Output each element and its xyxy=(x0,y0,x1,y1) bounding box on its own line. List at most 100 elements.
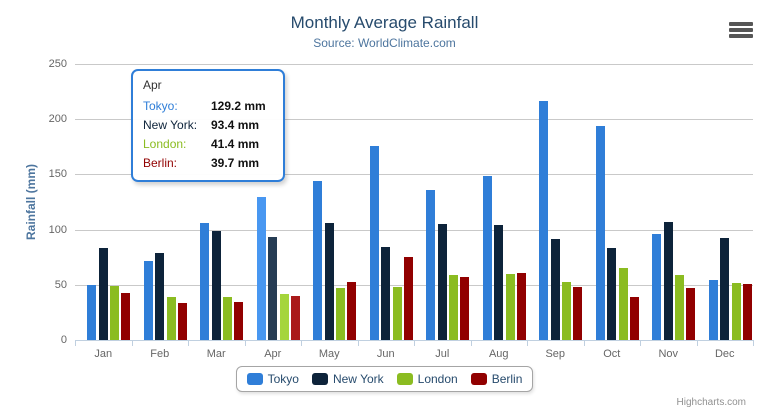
bar-berlin-oct[interactable] xyxy=(629,296,639,340)
bar-new-york-jun[interactable] xyxy=(381,246,391,340)
x-axis-tick xyxy=(640,341,641,346)
x-axis-category-label: Dec xyxy=(714,348,735,360)
bar-berlin-sep[interactable] xyxy=(573,287,583,340)
legend-swatch-new-york xyxy=(311,373,328,385)
legend-label: New York xyxy=(332,372,384,386)
y-axis-tick-label: 250 xyxy=(48,58,67,70)
bar-berlin-aug[interactable] xyxy=(516,273,526,340)
bar-new-york-dec[interactable] xyxy=(720,238,730,340)
bar-new-york-jul[interactable] xyxy=(437,224,447,340)
x-axis-category-label: Aug xyxy=(488,348,509,360)
x-axis-tick xyxy=(75,341,76,346)
chart-subtitle: Source: WorldClimate.com xyxy=(313,36,456,50)
hamburger-icon xyxy=(729,28,753,32)
bar-tokyo-apr[interactable] xyxy=(256,197,266,340)
chart-title: Monthly Average Rainfall xyxy=(290,13,479,32)
bar-london-jun[interactable] xyxy=(392,286,402,340)
legend-item-new-york[interactable]: New York xyxy=(311,372,384,386)
bar-london-dec[interactable] xyxy=(731,283,741,340)
bar-new-york-jan[interactable] xyxy=(98,247,108,340)
bar-berlin-mar[interactable] xyxy=(234,301,244,340)
bar-berlin-jan[interactable] xyxy=(121,293,131,340)
x-axis-tick xyxy=(357,341,359,346)
bar-london-jul[interactable] xyxy=(449,274,459,340)
bar-tokyo-jun[interactable] xyxy=(369,145,379,340)
bar-berlin-apr[interactable] xyxy=(290,296,300,340)
export-menu-button[interactable] xyxy=(729,22,753,40)
bar-berlin-dec[interactable] xyxy=(742,283,752,340)
hamburger-icon xyxy=(729,34,753,38)
bar-berlin-feb[interactable] xyxy=(177,303,187,340)
bar-london-nov[interactable] xyxy=(675,274,685,340)
bar-london-sep[interactable] xyxy=(562,282,572,340)
tooltip-series-value: 39.7 mm xyxy=(211,156,260,170)
x-axis-tick xyxy=(414,341,415,346)
tooltip-row: London: 41.4 mm xyxy=(143,135,273,154)
bar-new-york-aug[interactable] xyxy=(494,224,504,340)
y-axis-tick-label: 100 xyxy=(48,223,67,236)
legend-item-london[interactable]: London xyxy=(396,372,458,386)
x-axis-tick xyxy=(131,341,133,346)
bar-london-jan[interactable] xyxy=(110,286,120,340)
bar-london-feb[interactable] xyxy=(166,297,176,340)
x-axis-tick xyxy=(188,341,189,346)
legend-label: Tokyo xyxy=(267,372,299,386)
x-axis-category-label: Oct xyxy=(603,348,621,360)
bar-new-york-nov[interactable] xyxy=(663,222,673,340)
bar-new-york-apr[interactable] xyxy=(268,236,278,340)
bar-new-york-mar[interactable] xyxy=(211,231,221,340)
x-axis-line xyxy=(75,340,754,341)
tooltip-series-name: London: xyxy=(143,137,187,151)
x-axis-tick xyxy=(301,341,302,346)
y-axis-tick-label: 50 xyxy=(54,278,67,291)
bar-london-aug[interactable] xyxy=(505,274,515,340)
bar-tokyo-jan[interactable] xyxy=(87,284,97,340)
gridline xyxy=(75,229,753,231)
x-axis-tick xyxy=(696,341,698,346)
bar-new-york-sep[interactable] xyxy=(550,239,560,340)
bar-london-may[interactable] xyxy=(336,288,346,340)
legend-swatch-london xyxy=(396,373,413,385)
bar-berlin-jun[interactable] xyxy=(403,256,413,340)
bar-tokyo-feb[interactable] xyxy=(143,261,153,340)
gridline xyxy=(75,284,753,286)
bar-tokyo-jul[interactable] xyxy=(426,190,436,340)
tooltip-series-value: 41.4 mm xyxy=(211,137,260,151)
bar-new-york-oct[interactable] xyxy=(607,247,617,340)
tooltip-series-value: 93.4 mm xyxy=(211,118,260,132)
bar-tokyo-sep[interactable] xyxy=(539,101,549,340)
bar-tokyo-oct[interactable] xyxy=(595,125,605,340)
bar-berlin-nov[interactable] xyxy=(686,288,696,340)
y-axis-tick-label: 150 xyxy=(48,168,67,181)
x-axis-category-label: Jun xyxy=(376,348,395,360)
gridline xyxy=(75,64,753,65)
bar-new-york-feb[interactable] xyxy=(155,253,165,340)
bar-london-oct[interactable] xyxy=(618,268,628,340)
bar-new-york-may[interactable] xyxy=(324,222,334,340)
x-axis-category-label: May xyxy=(318,348,340,360)
bar-tokyo-mar[interactable] xyxy=(200,222,210,340)
bar-tokyo-nov[interactable] xyxy=(652,234,662,340)
bar-london-apr[interactable] xyxy=(279,294,289,340)
x-axis-category-label: Sep xyxy=(545,348,566,360)
x-axis-tick xyxy=(244,341,246,346)
bar-tokyo-may[interactable] xyxy=(313,181,323,340)
tooltip-rows: Tokyo: 129.2 mm New York: 93.4 mm London: 41.… xyxy=(143,97,273,173)
legend-item-tokyo[interactable]: Tokyo xyxy=(246,372,299,386)
credits-link[interactable]: Highcharts.com xyxy=(676,397,746,408)
legend-label: Berlin xyxy=(491,372,523,386)
tooltip-series-value: 129.2 mm xyxy=(211,99,266,113)
y-axis-tick-label: 0 xyxy=(60,334,67,346)
legend-wrapper: Tokyo New York London Berlin xyxy=(0,366,769,392)
bar-london-mar[interactable] xyxy=(223,296,233,340)
x-axis-tick xyxy=(470,341,472,346)
x-axis-category-label: Mar xyxy=(206,348,226,360)
bar-berlin-may[interactable] xyxy=(347,281,357,340)
bar-tokyo-dec[interactable] xyxy=(708,279,718,340)
bar-tokyo-aug[interactable] xyxy=(482,176,492,340)
bar-berlin-jul[interactable] xyxy=(460,276,470,340)
tooltip-series-name: New York: xyxy=(143,118,198,132)
x-axis-category-label: Feb xyxy=(150,348,170,360)
legend-item-berlin[interactable]: Berlin xyxy=(470,372,523,386)
